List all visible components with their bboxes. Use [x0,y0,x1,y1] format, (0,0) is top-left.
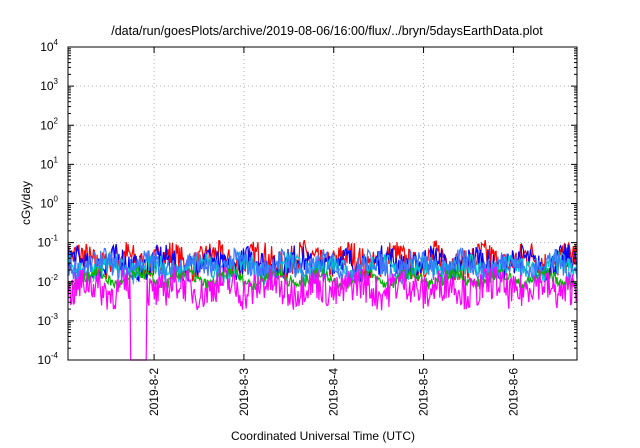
series-line [67,265,578,291]
x-tick-label: 2019-8-5 [417,368,431,416]
y-tick-label: 102 [40,116,58,132]
plot-area [67,239,578,361]
chart-title: /data/run/goesPlots/archive/2019-08-06/1… [111,24,543,38]
y-tick-label: 100 [40,195,58,211]
y-tick-label: 10-2 [38,273,59,289]
y-tick-label: 10-1 [38,234,59,250]
y-tick-label: 103 [40,77,58,93]
y-tick-label: 10-3 [38,312,59,328]
series-line [67,265,578,361]
x-tick-label: 2019-8-6 [506,368,520,416]
x-tick-label: 2019-8-3 [237,368,251,416]
y-tick-label: 101 [40,155,58,171]
grid [68,47,577,360]
y-axis-label: cGy/day [19,181,33,225]
x-axis: 2019-8-2 2019-8-3 2019-8-4 2019-8-5 2019-8-6 [147,47,520,416]
series-line [67,246,578,284]
x-tick-label: 2019-8-4 [327,368,341,416]
y-tick-label: 10-4 [38,351,59,367]
y-tick-label: 104 [40,38,58,54]
x-tick-label: 2019-8-2 [147,368,161,416]
x-axis-label: Coordinated Universal Time (UTC) [231,429,415,443]
y-axis: 10-4 10-3 10-2 10-1 100 101 102 103 104 [38,38,577,367]
